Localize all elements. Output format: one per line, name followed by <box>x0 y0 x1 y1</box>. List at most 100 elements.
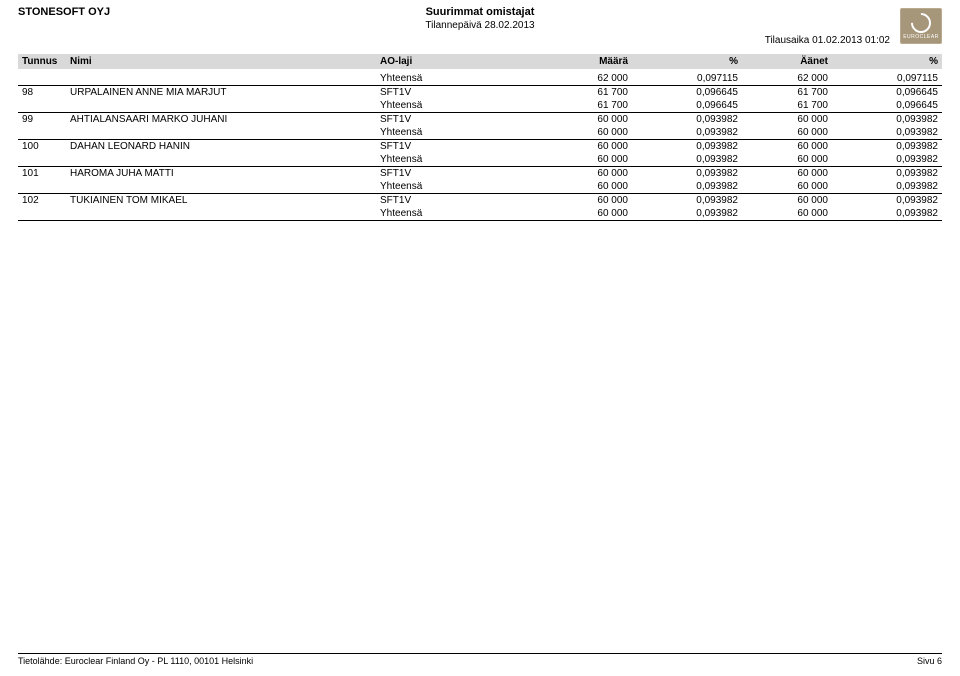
cell-pct1: 0,093982 <box>632 113 742 127</box>
cell-tunnus: 102 <box>18 194 66 208</box>
cell-total-aanet: 60 000 <box>742 180 832 194</box>
cell-total-pct1: 0,093982 <box>632 126 742 140</box>
cell-empty <box>66 72 376 86</box>
cell-pct1: 0,093982 <box>632 140 742 154</box>
cell-pct2: 0,093982 <box>832 167 942 181</box>
cell-aanet: 61 700 <box>742 86 832 100</box>
cell-aanet: 60 000 <box>742 113 832 127</box>
footer-source: Tietolähde: Euroclear Finland Oy - PL 11… <box>18 656 253 666</box>
cell-tunnus: 99 <box>18 113 66 127</box>
cell-nimi: AHTIALANSAARI MARKO JUHANI <box>66 113 376 127</box>
cell-pct2: 0,093982 <box>832 113 942 127</box>
cell-total-label: Yhteensä <box>376 126 522 140</box>
cell-empty <box>66 153 376 167</box>
cell-total-label: Yhteensä <box>376 153 522 167</box>
carry-aanet: 62 000 <box>742 72 832 86</box>
col-ao: AO-laji <box>376 54 522 69</box>
col-nimi: Nimi <box>66 54 376 69</box>
cell-total-aanet: 60 000 <box>742 126 832 140</box>
cell-total-maara: 61 700 <box>522 99 632 113</box>
report-title: Suurimmat omistajat <box>18 6 942 18</box>
page: STONESOFT OYJ Suurimmat omistajat Tilann… <box>0 0 960 676</box>
cell-aanet: 60 000 <box>742 167 832 181</box>
cell-total-label: Yhteensä <box>376 180 522 194</box>
cell-total-pct1: 0,093982 <box>632 153 742 167</box>
cell-aanet: 60 000 <box>742 140 832 154</box>
logo-text: EUROCLEAR <box>903 35 939 40</box>
cell-empty <box>18 207 66 221</box>
cell-tunnus: 101 <box>18 167 66 181</box>
cell-empty <box>66 126 376 140</box>
cell-total-maara: 60 000 <box>522 207 632 221</box>
cell-total-pct2: 0,093982 <box>832 153 942 167</box>
cell-empty <box>18 180 66 194</box>
col-pct1: % <box>632 54 742 69</box>
cell-empty <box>18 153 66 167</box>
carry-total-row: Yhteensä62 0000,09711562 0000,097115 <box>18 72 942 86</box>
cell-maara: 60 000 <box>522 194 632 208</box>
cell-empty <box>66 180 376 194</box>
table-row: 98URPALAINEN ANNE MIA MARJUTSFT1V61 7000… <box>18 86 942 100</box>
footer-page: Sivu 6 <box>917 656 942 666</box>
cell-tunnus: 100 <box>18 140 66 154</box>
cell-total-maara: 60 000 <box>522 180 632 194</box>
cell-nimi: HAROMA JUHA MATTI <box>66 167 376 181</box>
cell-nimi: TUKIAINEN TOM MIKAEL <box>66 194 376 208</box>
cell-ao: SFT1V <box>376 113 522 127</box>
holdings-table: Tunnus Nimi AO-laji Määrä % Äänet % Yhte… <box>18 54 942 221</box>
carry-pct1: 0,097115 <box>632 72 742 86</box>
table-row: 99AHTIALANSAARI MARKO JUHANISFT1V 60 0000… <box>18 113 942 127</box>
table-row-total: Yhteensä61 7000,09664561 7000,096645 <box>18 99 942 113</box>
table-row-total: Yhteensä60 0000,09398260 0000,093982 <box>18 126 942 140</box>
cell-nimi: DAHAN LEONARD HANIN <box>66 140 376 154</box>
page-footer: Tietolähde: Euroclear Finland Oy - PL 11… <box>18 653 942 666</box>
table-row: 102TUKIAINEN TOM MIKAELSFT1V60 0000,0939… <box>18 194 942 208</box>
cell-total-pct1: 0,096645 <box>632 99 742 113</box>
cell-total-label: Yhteensä <box>376 99 522 113</box>
cell-total-aanet: 61 700 <box>742 99 832 113</box>
report-subtitle: Tilannepäivä 28.02.2013 <box>18 20 942 31</box>
cell-empty <box>18 126 66 140</box>
cell-total-aanet: 60 000 <box>742 207 832 221</box>
carry-pct2: 0,097115 <box>832 72 942 86</box>
cell-total-pct1: 0,093982 <box>632 207 742 221</box>
table-body: Yhteensä62 0000,09711562 0000,09711598UR… <box>18 69 942 221</box>
carry-label: Yhteensä <box>376 72 522 86</box>
cell-pct2: 0,093982 <box>832 140 942 154</box>
cell-total-pct2: 0,093982 <box>832 207 942 221</box>
cell-maara: 60 000 <box>522 167 632 181</box>
cell-total-aanet: 60 000 <box>742 153 832 167</box>
cell-ao: SFT1V <box>376 140 522 154</box>
logo-swirl-icon <box>907 8 935 36</box>
cell-empty <box>66 207 376 221</box>
cell-total-label: Yhteensä <box>376 207 522 221</box>
table-row-total: Yhteensä60 0000,09398260 0000,093982 <box>18 153 942 167</box>
cell-ao: SFT1V <box>376 194 522 208</box>
col-maara: Määrä <box>522 54 632 69</box>
cell-total-pct2: 0,096645 <box>832 99 942 113</box>
order-time: Tilausaika 01.02.2013 01:02 <box>765 35 890 46</box>
cell-aanet: 60 000 <box>742 194 832 208</box>
cell-tunnus: 98 <box>18 86 66 100</box>
cell-empty <box>18 72 66 86</box>
carry-maara: 62 000 <box>522 72 632 86</box>
col-pct2: % <box>832 54 942 69</box>
cell-maara: 61 700 <box>522 86 632 100</box>
col-tunnus: Tunnus <box>18 54 66 69</box>
table-head: Tunnus Nimi AO-laji Määrä % Äänet % <box>18 54 942 69</box>
table-row-total: Yhteensä60 0000,09398260 0000,093982 <box>18 207 942 221</box>
cell-maara: 60 000 <box>522 140 632 154</box>
cell-empty <box>18 99 66 113</box>
table-row-total: Yhteensä60 0000,09398260 0000,093982 <box>18 180 942 194</box>
cell-pct1: 0,093982 <box>632 167 742 181</box>
cell-pct1: 0,096645 <box>632 86 742 100</box>
euroclear-logo: EUROCLEAR <box>900 8 942 44</box>
cell-total-maara: 60 000 <box>522 126 632 140</box>
table-row: 101HAROMA JUHA MATTISFT1V60 0000,0939826… <box>18 167 942 181</box>
cell-nimi: URPALAINEN ANNE MIA MARJUT <box>66 86 376 100</box>
cell-total-pct2: 0,093982 <box>832 180 942 194</box>
cell-empty <box>66 99 376 113</box>
cell-total-maara: 60 000 <box>522 153 632 167</box>
col-aanet: Äänet <box>742 54 832 69</box>
cell-pct2: 0,096645 <box>832 86 942 100</box>
